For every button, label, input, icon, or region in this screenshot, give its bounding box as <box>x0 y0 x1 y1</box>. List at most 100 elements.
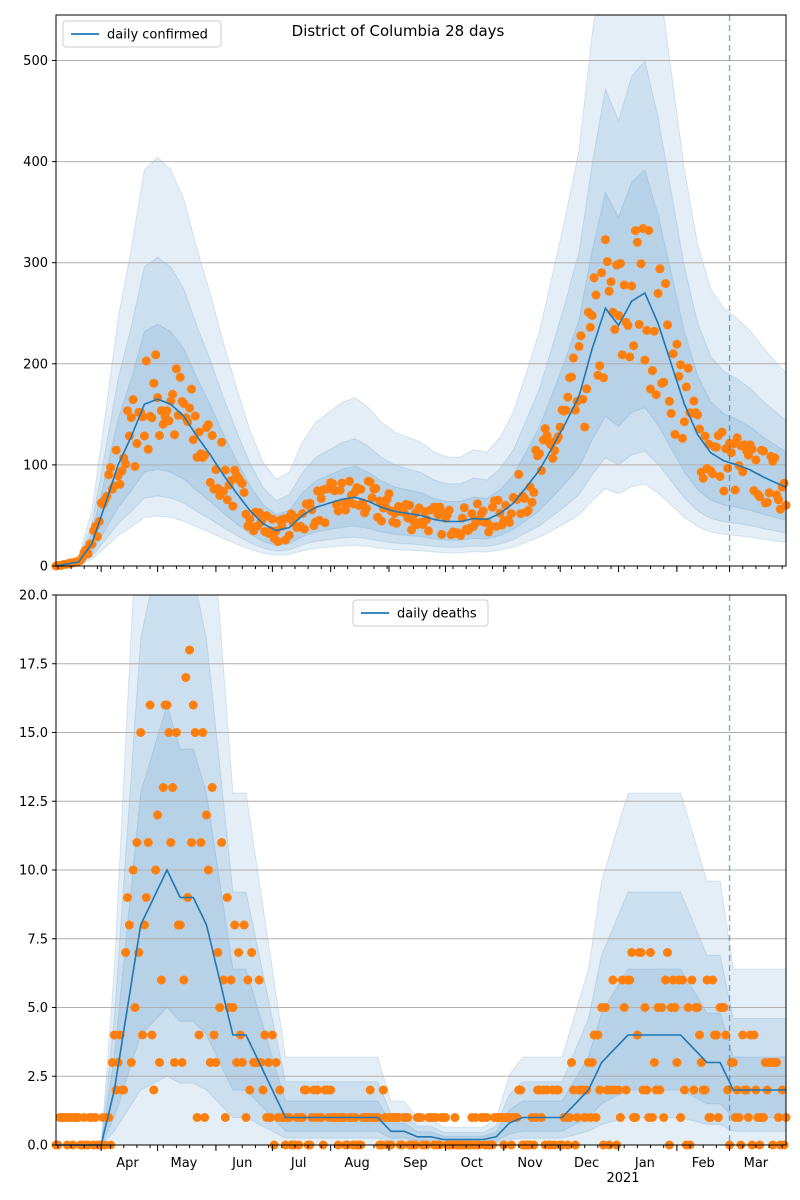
data-point <box>217 437 227 447</box>
data-point <box>679 1085 689 1095</box>
data-point <box>326 1085 336 1095</box>
data-point <box>345 476 354 486</box>
data-point <box>222 893 232 902</box>
data-point <box>444 505 454 515</box>
data-point <box>130 462 140 471</box>
data-point <box>663 948 672 957</box>
confirmed-frame <box>55 14 787 567</box>
data-point <box>619 280 629 290</box>
data-point <box>298 508 307 518</box>
confirmed-x-axis <box>57 566 783 572</box>
x-tick-label: Oct <box>461 1156 483 1171</box>
data-point <box>657 1003 667 1012</box>
x-tick-label: Jul <box>290 1156 307 1171</box>
data-point <box>642 1085 652 1095</box>
y-tick-label: 0 <box>40 560 48 575</box>
data-point <box>636 259 646 269</box>
data-point <box>770 453 780 463</box>
data-point <box>772 1058 782 1067</box>
y-tick-label: 5.0 <box>27 1001 48 1016</box>
data-point <box>516 1085 526 1095</box>
y-tick-label: 10.0 <box>19 864 48 879</box>
x-tick-label: Dec <box>574 1156 599 1171</box>
data-point <box>239 488 249 497</box>
data-point <box>721 1030 731 1040</box>
data-point <box>730 485 740 495</box>
data-point <box>758 446 768 456</box>
data-point <box>143 444 153 454</box>
data-point <box>207 783 217 792</box>
data-point <box>764 488 774 498</box>
data-point <box>529 487 539 497</box>
data-point <box>136 728 146 737</box>
data-point <box>762 497 772 507</box>
data-point <box>141 893 151 902</box>
data-point <box>631 1113 640 1122</box>
data-point <box>254 975 264 985</box>
data-point <box>614 1085 624 1095</box>
confirmed-legend-box <box>62 20 222 48</box>
data-point <box>708 469 718 479</box>
data-point <box>732 433 742 443</box>
data-point <box>267 1030 277 1040</box>
data-point <box>333 506 343 516</box>
data-point <box>218 486 228 496</box>
data-point <box>726 448 736 458</box>
data-point <box>536 466 546 476</box>
data-point <box>585 322 595 332</box>
data-point <box>627 948 637 957</box>
data-point <box>147 1030 157 1040</box>
data-point <box>695 1030 704 1040</box>
data-point <box>649 1058 659 1067</box>
data-point <box>266 1113 275 1122</box>
data-point <box>478 506 488 516</box>
data-point <box>284 530 294 540</box>
data-point <box>168 389 178 399</box>
data-point <box>200 450 210 460</box>
data-point <box>527 497 537 507</box>
data-point <box>574 341 584 351</box>
data-point <box>245 514 255 524</box>
data-point <box>361 504 371 514</box>
data-point <box>155 1058 164 1067</box>
data-point <box>758 1113 768 1122</box>
data-point <box>437 529 447 539</box>
data-point <box>203 420 213 430</box>
data-point <box>267 514 277 524</box>
data-point <box>604 286 614 296</box>
data-point <box>241 1113 251 1122</box>
year-label: 2021 <box>606 1171 639 1186</box>
data-point <box>602 257 612 267</box>
data-point <box>653 288 663 298</box>
y-tick-label: 100 <box>23 458 48 473</box>
data-point <box>356 484 366 494</box>
data-point <box>738 467 748 477</box>
data-point <box>640 355 650 365</box>
data-point <box>755 492 765 502</box>
data-point <box>644 226 654 235</box>
y-tick-label: 7.5 <box>27 932 48 947</box>
x-tick-label: May <box>170 1156 197 1171</box>
data-point <box>459 503 469 513</box>
data-point <box>126 413 136 423</box>
data-point <box>185 403 195 413</box>
y-tick-label: 2.5 <box>27 1070 48 1085</box>
y-tick-label: 200 <box>23 357 48 372</box>
data-point <box>593 1030 603 1040</box>
data-point <box>111 445 121 455</box>
data-point <box>175 372 185 382</box>
data-point <box>655 264 665 274</box>
data-point <box>565 1113 575 1122</box>
data-point <box>106 463 116 473</box>
data-point <box>143 838 153 847</box>
data-point <box>341 505 351 515</box>
data-point <box>179 975 189 985</box>
data-point <box>640 1003 650 1012</box>
data-point <box>104 470 114 480</box>
data-point <box>264 1058 274 1067</box>
data-point <box>591 290 601 300</box>
data-point <box>506 509 516 519</box>
data-point <box>187 838 196 847</box>
data-point <box>493 495 503 505</box>
